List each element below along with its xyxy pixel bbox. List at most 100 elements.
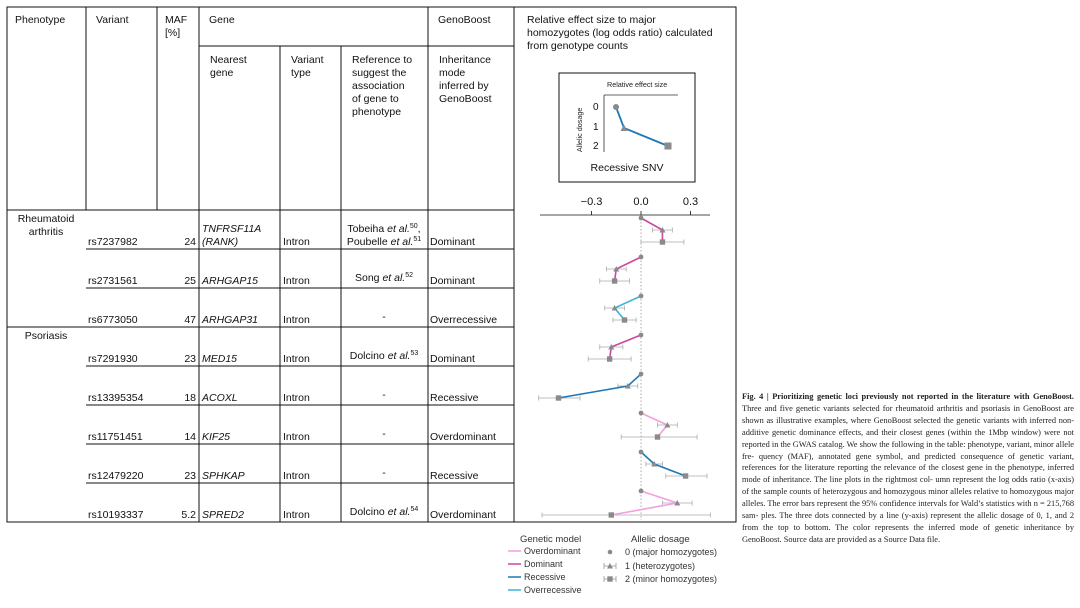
point-dosage-2: [659, 239, 666, 245]
cell-variant: rs13395354: [88, 392, 144, 404]
point-dosage-0: [638, 449, 644, 455]
cell-gene-alias: (RANK): [202, 236, 238, 248]
inset-point-0: [613, 104, 619, 110]
series-rs6773050: [604, 293, 644, 323]
point-dosage-1: [608, 344, 615, 350]
cell-maf: 24: [184, 236, 196, 248]
cell-inheritance-mode: Dominant: [430, 236, 475, 248]
point-dosage-2: [555, 395, 562, 401]
table-header: Phenotype Variant MAF [%] Gene GenoBoost…: [15, 14, 713, 118]
cell-inheritance-mode: Recessive: [430, 470, 479, 482]
point-dosage-0: [638, 371, 644, 377]
cell-reference: Dolcino et al.54: [350, 506, 419, 518]
cell-inheritance-mode: Recessive: [430, 392, 479, 404]
header-ref-2: suggest the: [352, 67, 406, 79]
table-row: rs7291930 23 MED15 Intron Dolcino et al.53 Do…: [88, 350, 475, 365]
inset-box: Relative effect size Allelic dosage 0 1 …: [558, 72, 696, 183]
header-effect-1: Relative effect size to major: [527, 14, 656, 26]
table-body: rs7237982 24 TNFRSF11A(RANK) Intron Tobeiha …: [88, 223, 497, 521]
header-maf-unit: [%]: [165, 27, 180, 39]
x-tick-label: 0.0: [633, 196, 648, 208]
legend-dosage-0: 0 (major homozygotes): [607, 547, 717, 557]
phenotype-groups: Rheumatoid arthritis Psoriasis: [18, 213, 75, 342]
header-nearest-2: gene: [210, 67, 234, 79]
cell-variant-type: Intron: [283, 314, 310, 326]
table-row: rs2731561 25 ARHGAP15 Intron Song et al.52 Do…: [88, 272, 475, 287]
cell-variant: rs11751451: [88, 431, 143, 443]
cell-variant-type: Intron: [283, 431, 310, 443]
cell-reference: Poubelle et al.51: [347, 236, 421, 248]
legend-dosage-2: 2 (minor homozygotes): [603, 574, 717, 584]
svg-text:Overrecessive: Overrecessive: [524, 585, 582, 595]
cell-gene: ARHGAP15: [201, 275, 258, 287]
cell-variant: rs10193337: [88, 509, 144, 521]
table-row: rs6773050 47 ARHGAP31 Intron - Overrecessive: [88, 311, 497, 326]
inset-point-2: [664, 142, 672, 150]
inset-point-1: [620, 124, 628, 131]
svg-text:2 (minor homozygotes): 2 (minor homozygotes): [625, 574, 717, 584]
cell-inheritance-mode: Dominant: [430, 353, 475, 365]
header-ref-1: Reference to: [352, 54, 412, 66]
inset-caption: Recessive SNV: [591, 162, 664, 174]
series-rs11751451: [620, 410, 698, 440]
table-row: rs10193337 5.2 SPRED2 Intron Dolcino et al.5…: [88, 506, 496, 521]
point-dosage-2: [611, 278, 618, 284]
cell-maf: 47: [184, 314, 196, 326]
header-ref-5: phenotype: [352, 106, 401, 118]
caption-body: Three and five genetic variants selected…: [742, 403, 1074, 544]
cell-gene: TNFRSF11A: [202, 223, 261, 235]
table-row: rs7237982 24 TNFRSF11A(RANK) Intron Tobeiha …: [88, 223, 475, 248]
cell-gene: ARHGAP31: [201, 314, 258, 326]
point-dosage-0: [638, 332, 644, 338]
inset-ylabel: Allelic dosage: [575, 108, 584, 152]
header-vtype-2: type: [291, 67, 311, 79]
header-gene: Gene: [209, 14, 235, 26]
effect-plot: −0.3 0.0 0.3: [538, 196, 711, 520]
point-dosage-0: [638, 410, 644, 416]
header-nearest-1: Nearest: [210, 54, 247, 66]
point-dosage-2: [682, 473, 689, 479]
phenotype-rheumatoid: Rheumatoid: [18, 213, 75, 225]
cell-inheritance-mode: Overdominant: [430, 431, 496, 443]
header-variant: Variant: [96, 14, 129, 26]
cell-variant-type: Intron: [283, 236, 310, 248]
series-rs10193337: [541, 488, 711, 518]
point-dosage-0: [638, 488, 644, 494]
cell-inheritance-mode: Dominant: [430, 275, 475, 287]
cell-maf: 23: [184, 470, 196, 482]
svg-text:1 (heterozygotes): 1 (heterozygotes): [625, 561, 695, 571]
inset-title: Relative effect size: [607, 80, 667, 89]
cell-gene: ACOXL: [201, 392, 238, 404]
legend-model-overdominant: Overdominant: [508, 546, 581, 556]
header-maf: MAF: [165, 14, 187, 26]
x-tick-label: 0.3: [683, 196, 698, 208]
cell-maf: 14: [184, 431, 196, 443]
cell-reference: Tobeiha et al.50,: [347, 223, 420, 235]
header-effect-3: from genotype counts: [527, 40, 628, 52]
cell-inheritance-mode: Overrecessive: [430, 314, 497, 326]
legend-model-overrecessive: Overrecessive: [508, 585, 582, 595]
cell-variant: rs2731561: [88, 275, 138, 287]
table-row: rs13395354 18 ACOXL Intron - Recessive: [88, 389, 479, 404]
cell-reference: -: [382, 311, 386, 323]
figure-caption: Fig. 4 | Prioritizing genetic loci previ…: [742, 391, 1074, 546]
point-dosage-2: [608, 512, 614, 518]
cell-variant: rs7237982: [88, 236, 138, 248]
point-dosage-1: [624, 383, 631, 389]
cell-reference: Dolcino et al.53: [350, 350, 419, 362]
inset-tick-2: 2: [593, 141, 599, 152]
cell-reference: -: [382, 467, 386, 479]
svg-text:Recessive: Recessive: [524, 572, 566, 582]
point-dosage-0: [638, 254, 644, 260]
series-rs2731561: [599, 254, 644, 284]
point-dosage-1: [674, 500, 681, 506]
cell-variant: rs7291930: [88, 353, 138, 365]
phenotype-psoriasis: Psoriasis: [25, 330, 68, 342]
header-ref-3: association: [352, 80, 405, 92]
header-genoboost: GenoBoost: [438, 14, 491, 26]
cell-gene: SPHKAP: [202, 470, 245, 482]
point-dosage-2: [606, 356, 613, 362]
table-row: rs11751451 14 KIF25 Intron - Overdominant: [88, 428, 496, 443]
cell-inheritance-mode: Overdominant: [430, 509, 496, 521]
